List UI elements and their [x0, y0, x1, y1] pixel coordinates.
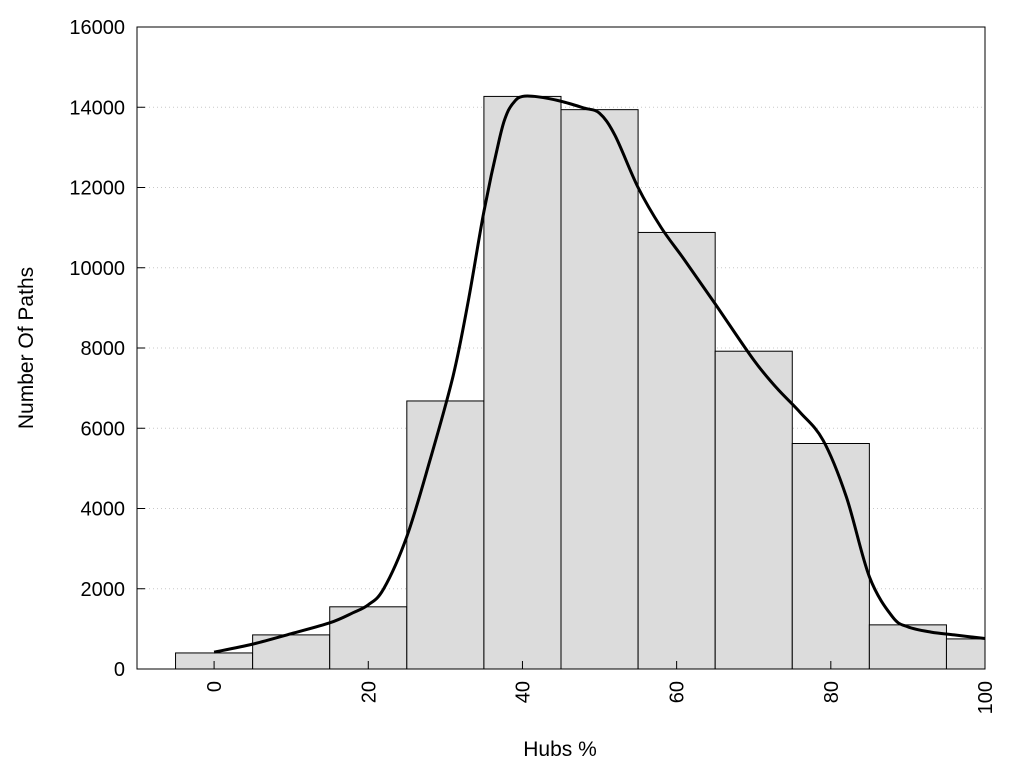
y-tick-label: 6000	[81, 418, 126, 440]
y-tick-label: 12000	[69, 178, 125, 200]
x-tick-label: 0	[204, 681, 226, 692]
x-tick-label: 100	[975, 681, 997, 714]
x-axis-ticks: 0 20 40 60 80 100	[204, 661, 997, 714]
y-tick-label: 4000	[81, 499, 126, 521]
histogram-bar	[714, 350, 793, 670]
histogram-bars	[175, 95, 986, 670]
histogram-bar	[329, 606, 408, 670]
y-tick-label: 0	[114, 659, 125, 681]
y-axis-label: Number Of Paths	[15, 267, 38, 429]
histogram-bar	[560, 109, 639, 670]
histogram-bar	[791, 442, 870, 670]
x-axis-label: Hubs %	[523, 738, 597, 761]
histogram-bar	[483, 95, 562, 670]
histogram-bar	[406, 400, 485, 670]
y-tick-label: 8000	[81, 338, 126, 360]
y-tick-label: 10000	[69, 258, 125, 280]
density-curve	[213, 94, 986, 654]
x-tick-label: 40	[512, 681, 534, 703]
density-curve-layer	[213, 94, 986, 654]
y-tick-label: 16000	[69, 17, 125, 39]
histogram-bar	[945, 638, 986, 670]
x-tick-label: 60	[667, 681, 689, 703]
y-axis-ticks: 0 2000 4000 6000 8000 10000 12000 14000 16000	[69, 17, 145, 681]
histogram-bar	[637, 231, 716, 670]
x-tick-label: 80	[821, 681, 843, 703]
y-tick-label: 2000	[81, 579, 126, 601]
x-tick-label: 20	[358, 681, 380, 703]
y-tick-label: 14000	[69, 97, 125, 119]
